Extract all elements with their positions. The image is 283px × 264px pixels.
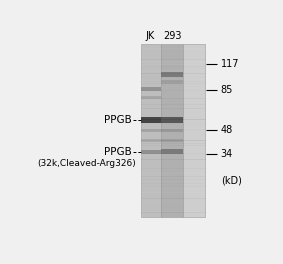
Text: PPGB: PPGB: [104, 147, 132, 157]
Bar: [141, 117, 162, 123]
Text: (kD): (kD): [221, 175, 242, 185]
Bar: [141, 87, 162, 91]
Bar: [141, 44, 162, 217]
Text: 48: 48: [221, 125, 233, 135]
Bar: [141, 96, 162, 99]
Bar: [162, 44, 183, 217]
Text: PPGB: PPGB: [104, 115, 132, 125]
Text: 85: 85: [221, 85, 233, 95]
Bar: [162, 80, 183, 84]
Bar: [141, 129, 162, 132]
Bar: [162, 149, 183, 154]
Bar: [141, 139, 162, 142]
Bar: [162, 117, 183, 123]
Bar: [162, 129, 183, 132]
Text: (32k,Cleaved-Arg326): (32k,Cleaved-Arg326): [38, 159, 136, 168]
Bar: [162, 139, 183, 142]
Text: JK: JK: [145, 31, 155, 41]
Text: 117: 117: [221, 59, 239, 69]
Bar: [162, 72, 183, 77]
Bar: [141, 150, 162, 154]
Bar: [183, 44, 205, 217]
Text: 293: 293: [163, 31, 181, 41]
Text: 34: 34: [221, 149, 233, 159]
